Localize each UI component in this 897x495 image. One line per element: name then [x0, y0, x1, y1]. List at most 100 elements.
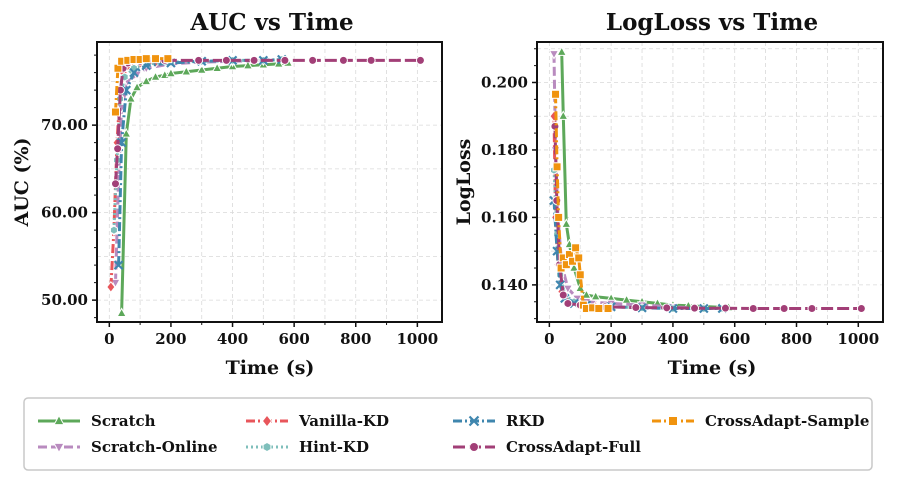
auc-ticks: 0 200 400 600 800 1000 50.00 60.00 70.00 — [41, 54, 438, 348]
logloss-point-crossadapt-full — [748, 304, 758, 314]
legend-label: Hint-KD — [299, 438, 369, 456]
legend: Scratch Scratch-Online Vanilla-KD Hint-KD RK… — [23, 397, 873, 471]
y-tick-label: 60.00 — [41, 204, 88, 222]
y-tick-label: 0.160 — [481, 208, 528, 226]
legend-entry-rkd: RKD — [453, 412, 545, 430]
legend-entry-vanilla-kd: Vanilla-KD — [246, 412, 389, 430]
logloss-point-scratch-online — [548, 50, 560, 60]
legend-label: Vanilla-KD — [298, 412, 389, 430]
auc-panel: AUC vs Time 0 200 400 600 800 1000 50.00 60.00 7… — [11, 9, 443, 379]
logloss-plot-frame — [536, 41, 884, 323]
auc-point-crossadapt-full — [249, 55, 259, 65]
logloss-point-crossadapt-full — [856, 304, 866, 314]
logloss-point-crossadapt-full — [662, 303, 672, 313]
auc-point-crossadapt-sample — [110, 107, 120, 117]
auc-point-crossadapt-full — [338, 55, 348, 65]
auc-point-crossadapt-sample — [151, 54, 161, 64]
logloss-panel: LogLoss vs Time 0 200 400 600 800 1000 0.140 0.… — [453, 9, 884, 379]
auc-point-scratch — [165, 67, 177, 78]
logloss-ticks: 0 200 400 600 800 1000 0.140 0.160 0.180 0.200 — [481, 48, 879, 348]
auc-point-crossadapt-full — [113, 144, 123, 154]
x-tick-label: 400 — [217, 330, 248, 348]
x-tick-label: 1000 — [837, 330, 879, 348]
legend-marker — [53, 414, 65, 426]
legend-marker — [53, 442, 65, 454]
logloss-point-crossadapt-full — [690, 303, 700, 313]
auc-line-scratch — [120, 61, 289, 314]
logloss-point-scratch — [556, 46, 567, 56]
legend-entry-scratch-online: Scratch-Online — [38, 438, 218, 456]
logloss-point-crossadapt-sample — [552, 162, 562, 172]
auc-point-scratch — [121, 128, 132, 138]
y-tick-label: 50.00 — [41, 291, 88, 309]
legend-marker — [668, 416, 678, 426]
auc-point-scratch — [141, 75, 152, 86]
auc-point-crossadapt-sample — [163, 54, 173, 64]
auc-chart-title: AUC vs Time — [189, 9, 353, 36]
auc-y-axis-label: AUC (%) — [11, 137, 33, 227]
auc-point-scratch — [211, 62, 223, 72]
legend-box — [23, 397, 873, 471]
y-tick-label: 70.00 — [41, 116, 88, 134]
legend-label: CrossAdapt-Sample — [705, 412, 869, 430]
auc-point-rkd — [113, 260, 124, 270]
auc-plot-frame — [96, 41, 443, 323]
logloss-gridlines — [537, 42, 883, 322]
auc-point-scratch — [196, 64, 207, 74]
auc-point-scratch — [181, 65, 192, 76]
x-tick-label: 0 — [104, 330, 114, 348]
logloss-point-crossadapt-full — [631, 302, 641, 312]
legend-label: CrossAdapt-Full — [506, 438, 641, 456]
legend-label: Scratch — [91, 412, 156, 430]
logloss-point-crossadapt-sample — [554, 212, 564, 222]
legend-label: Scratch-Online — [91, 438, 218, 456]
auc-point-scratch — [116, 307, 127, 317]
auc-point-crossadapt-full — [194, 55, 204, 65]
auc-point-rkd — [129, 67, 139, 78]
auc-point-vanilla-kd — [106, 280, 116, 294]
auc-point-crossadapt-full — [280, 55, 290, 65]
auc-gridlines — [97, 42, 442, 322]
auc-line-rkd — [117, 58, 282, 266]
legend-marker — [262, 441, 272, 453]
auc-point-scratch-online — [110, 278, 121, 289]
auc-point-scratch — [242, 59, 254, 70]
x-tick-label: 200 — [595, 330, 626, 348]
auc-line-scratch-online — [114, 58, 264, 283]
auc-series — [106, 54, 425, 317]
auc-point-hint-kd — [109, 225, 118, 235]
legend-label: RKD — [506, 412, 545, 430]
legend-entry-hint-kd: Hint-KD — [246, 438, 369, 456]
logloss-chart-title: LogLoss vs Time — [606, 9, 818, 36]
auc-point-crossadapt-full — [415, 55, 425, 65]
x-tick-label: 600 — [719, 330, 750, 348]
logloss-point-scratch — [568, 262, 580, 272]
auc-point-crossadapt-sample — [141, 54, 151, 64]
auc-point-crossadapt-full — [110, 179, 120, 189]
legend-entry-crossadapt-sample: CrossAdapt-Sample — [652, 412, 869, 430]
auc-point-crossadapt-full — [366, 55, 376, 65]
logloss-point-scratch — [558, 110, 569, 120]
logloss-x-axis-label: Time (s) — [668, 357, 757, 379]
x-tick-label: 200 — [155, 330, 186, 348]
x-tick-label: 800 — [781, 330, 812, 348]
y-tick-label: 0.180 — [481, 141, 528, 159]
logloss-point-scratch — [590, 290, 601, 301]
logloss-point-crossadapt-sample — [574, 253, 584, 263]
auc-point-crossadapt-full — [308, 55, 318, 65]
logloss-point-crossadapt-full — [563, 298, 573, 308]
logloss-point-scratch — [561, 218, 572, 228]
y-tick-label: 0.140 — [481, 276, 528, 294]
logloss-point-crossadapt-full — [779, 304, 789, 314]
x-tick-label: 0 — [544, 330, 554, 348]
y-tick-label: 0.200 — [481, 73, 528, 91]
auc-series-crossadapt-sample — [110, 54, 173, 117]
logloss-point-crossadapt-full — [720, 303, 730, 313]
auc-point-scratch — [125, 93, 137, 103]
legend-marker — [261, 414, 273, 428]
legend-marker — [468, 415, 480, 427]
legend-entry-scratch: Scratch — [38, 412, 156, 430]
x-tick-label: 400 — [657, 330, 688, 348]
logloss-point-crossadapt-sample — [551, 89, 561, 99]
